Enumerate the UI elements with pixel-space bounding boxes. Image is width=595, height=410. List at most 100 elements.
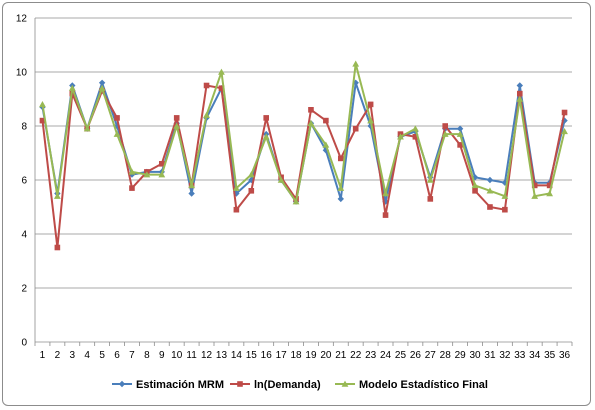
data-point-s2-12 <box>203 111 210 118</box>
data-point-s1-36 <box>561 109 568 116</box>
data-point-s0-11 <box>188 190 195 197</box>
x-tick-label-21: 21 <box>335 350 347 361</box>
data-point-s2-29 <box>456 130 464 137</box>
y-tick-label-6: 6 <box>21 176 27 187</box>
x-tick-label-27: 27 <box>425 350 437 361</box>
legend-marker-1 <box>237 381 243 387</box>
data-point-s2-35 <box>546 190 554 197</box>
data-point-s2-2 <box>53 192 61 199</box>
data-point-s1-31 <box>487 204 493 210</box>
x-tick-label-15: 15 <box>246 350 258 361</box>
data-point-s2-26 <box>411 125 419 132</box>
x-tick-label-8: 8 <box>144 350 150 361</box>
x-tick-label-18: 18 <box>290 350 302 361</box>
y-tick-label-0: 0 <box>21 338 27 349</box>
data-point-s1-22 <box>352 125 359 132</box>
data-point-s2-28 <box>441 130 449 137</box>
data-point-s2-14 <box>232 184 240 191</box>
x-tick-label-4: 4 <box>84 350 90 361</box>
legend-label-1: ln(Demanda) <box>254 379 321 391</box>
data-point-s1-12 <box>203 82 210 89</box>
data-point-s2-32 <box>501 192 509 199</box>
data-point-s1-15 <box>248 188 255 194</box>
data-point-s1-26 <box>412 134 419 140</box>
data-point-s2-17 <box>277 176 285 183</box>
x-tick-label-31: 31 <box>484 350 496 361</box>
data-point-s1-28 <box>442 123 449 129</box>
data-point-s2-8 <box>143 171 151 178</box>
data-point-s1-33 <box>516 90 523 97</box>
data-point-s2-27 <box>426 176 434 183</box>
data-point-s1-27 <box>427 196 434 202</box>
data-point-s1-1 <box>39 117 46 124</box>
data-point-s1-32 <box>502 206 508 213</box>
x-tick-label-16: 16 <box>261 350 273 361</box>
data-point-s1-6 <box>114 115 120 121</box>
data-point-s2-22 <box>352 60 360 67</box>
data-point-s2-25 <box>397 133 404 140</box>
y-tick-label-8: 8 <box>21 122 27 133</box>
x-tick-label-13: 13 <box>216 350 228 361</box>
data-point-s0-14 <box>233 190 240 197</box>
data-point-s2-20 <box>322 141 330 148</box>
data-point-s2-9 <box>158 171 166 178</box>
data-point-s1-21 <box>337 155 344 162</box>
data-point-s2-10 <box>173 122 181 129</box>
data-point-s2-34 <box>531 192 539 199</box>
x-tick-label-24: 24 <box>380 350 392 361</box>
data-point-s1-2 <box>54 244 61 251</box>
legend-label-2: Modelo Estadístico Final <box>359 379 488 391</box>
data-point-s2-19 <box>307 119 315 127</box>
data-point-s2-6 <box>113 130 121 137</box>
data-point-s1-20 <box>323 117 329 124</box>
data-point-s2-4 <box>83 125 91 132</box>
x-tick-label-11: 11 <box>186 350 197 361</box>
data-point-s2-33 <box>516 95 524 102</box>
x-tick-label-26: 26 <box>410 350 422 361</box>
data-point-s1-16 <box>263 115 270 121</box>
data-point-s0-31 <box>486 176 494 184</box>
data-point-s0-36 <box>561 117 568 124</box>
x-tick-label-25: 25 <box>395 350 407 361</box>
x-tick-label-17: 17 <box>276 350 288 361</box>
data-point-s1-10 <box>173 115 180 121</box>
x-tick-label-35: 35 <box>544 350 556 361</box>
data-point-s1-9 <box>158 161 165 167</box>
x-tick-label-9: 9 <box>159 350 165 361</box>
data-point-s1-7 <box>129 185 135 191</box>
y-tick-label-2: 2 <box>21 284 27 295</box>
x-tick-label-34: 34 <box>529 350 541 361</box>
data-point-s0-29 <box>456 125 464 132</box>
data-point-s2-36 <box>561 128 568 135</box>
y-tick-label-4: 4 <box>21 230 27 241</box>
data-point-s1-35 <box>546 182 553 189</box>
y-tick-label-10: 10 <box>16 68 28 79</box>
x-tick-label-5: 5 <box>99 350 105 361</box>
x-tick-label-14: 14 <box>231 350 243 361</box>
x-tick-label-29: 29 <box>455 350 467 361</box>
x-tick-label-12: 12 <box>201 350 213 361</box>
x-tick-label-20: 20 <box>320 350 332 361</box>
data-point-s2-5 <box>98 84 106 91</box>
data-point-s2-30 <box>471 182 479 189</box>
x-tick-label-6: 6 <box>114 350 120 361</box>
x-tick-label-1: 1 <box>40 350 46 361</box>
data-point-s2-13 <box>218 68 225 75</box>
data-point-s1-34 <box>531 182 538 189</box>
x-tick-label-33: 33 <box>514 350 526 361</box>
data-point-s2-23 <box>367 117 375 124</box>
x-tick-label-23: 23 <box>365 350 377 361</box>
legend-marker-0 <box>118 380 126 388</box>
x-tick-label-28: 28 <box>440 350 452 361</box>
x-tick-label-19: 19 <box>305 350 317 361</box>
data-point-s2-16 <box>262 133 270 140</box>
data-point-s2-11 <box>188 182 196 189</box>
data-point-s0-33 <box>516 82 523 89</box>
x-tick-label-7: 7 <box>129 350 135 361</box>
data-point-s1-24 <box>382 212 389 218</box>
data-point-s1-29 <box>457 142 463 148</box>
legend-marker-2 <box>341 380 349 387</box>
data-point-s2-21 <box>337 184 345 191</box>
data-point-s2-7 <box>128 168 136 175</box>
